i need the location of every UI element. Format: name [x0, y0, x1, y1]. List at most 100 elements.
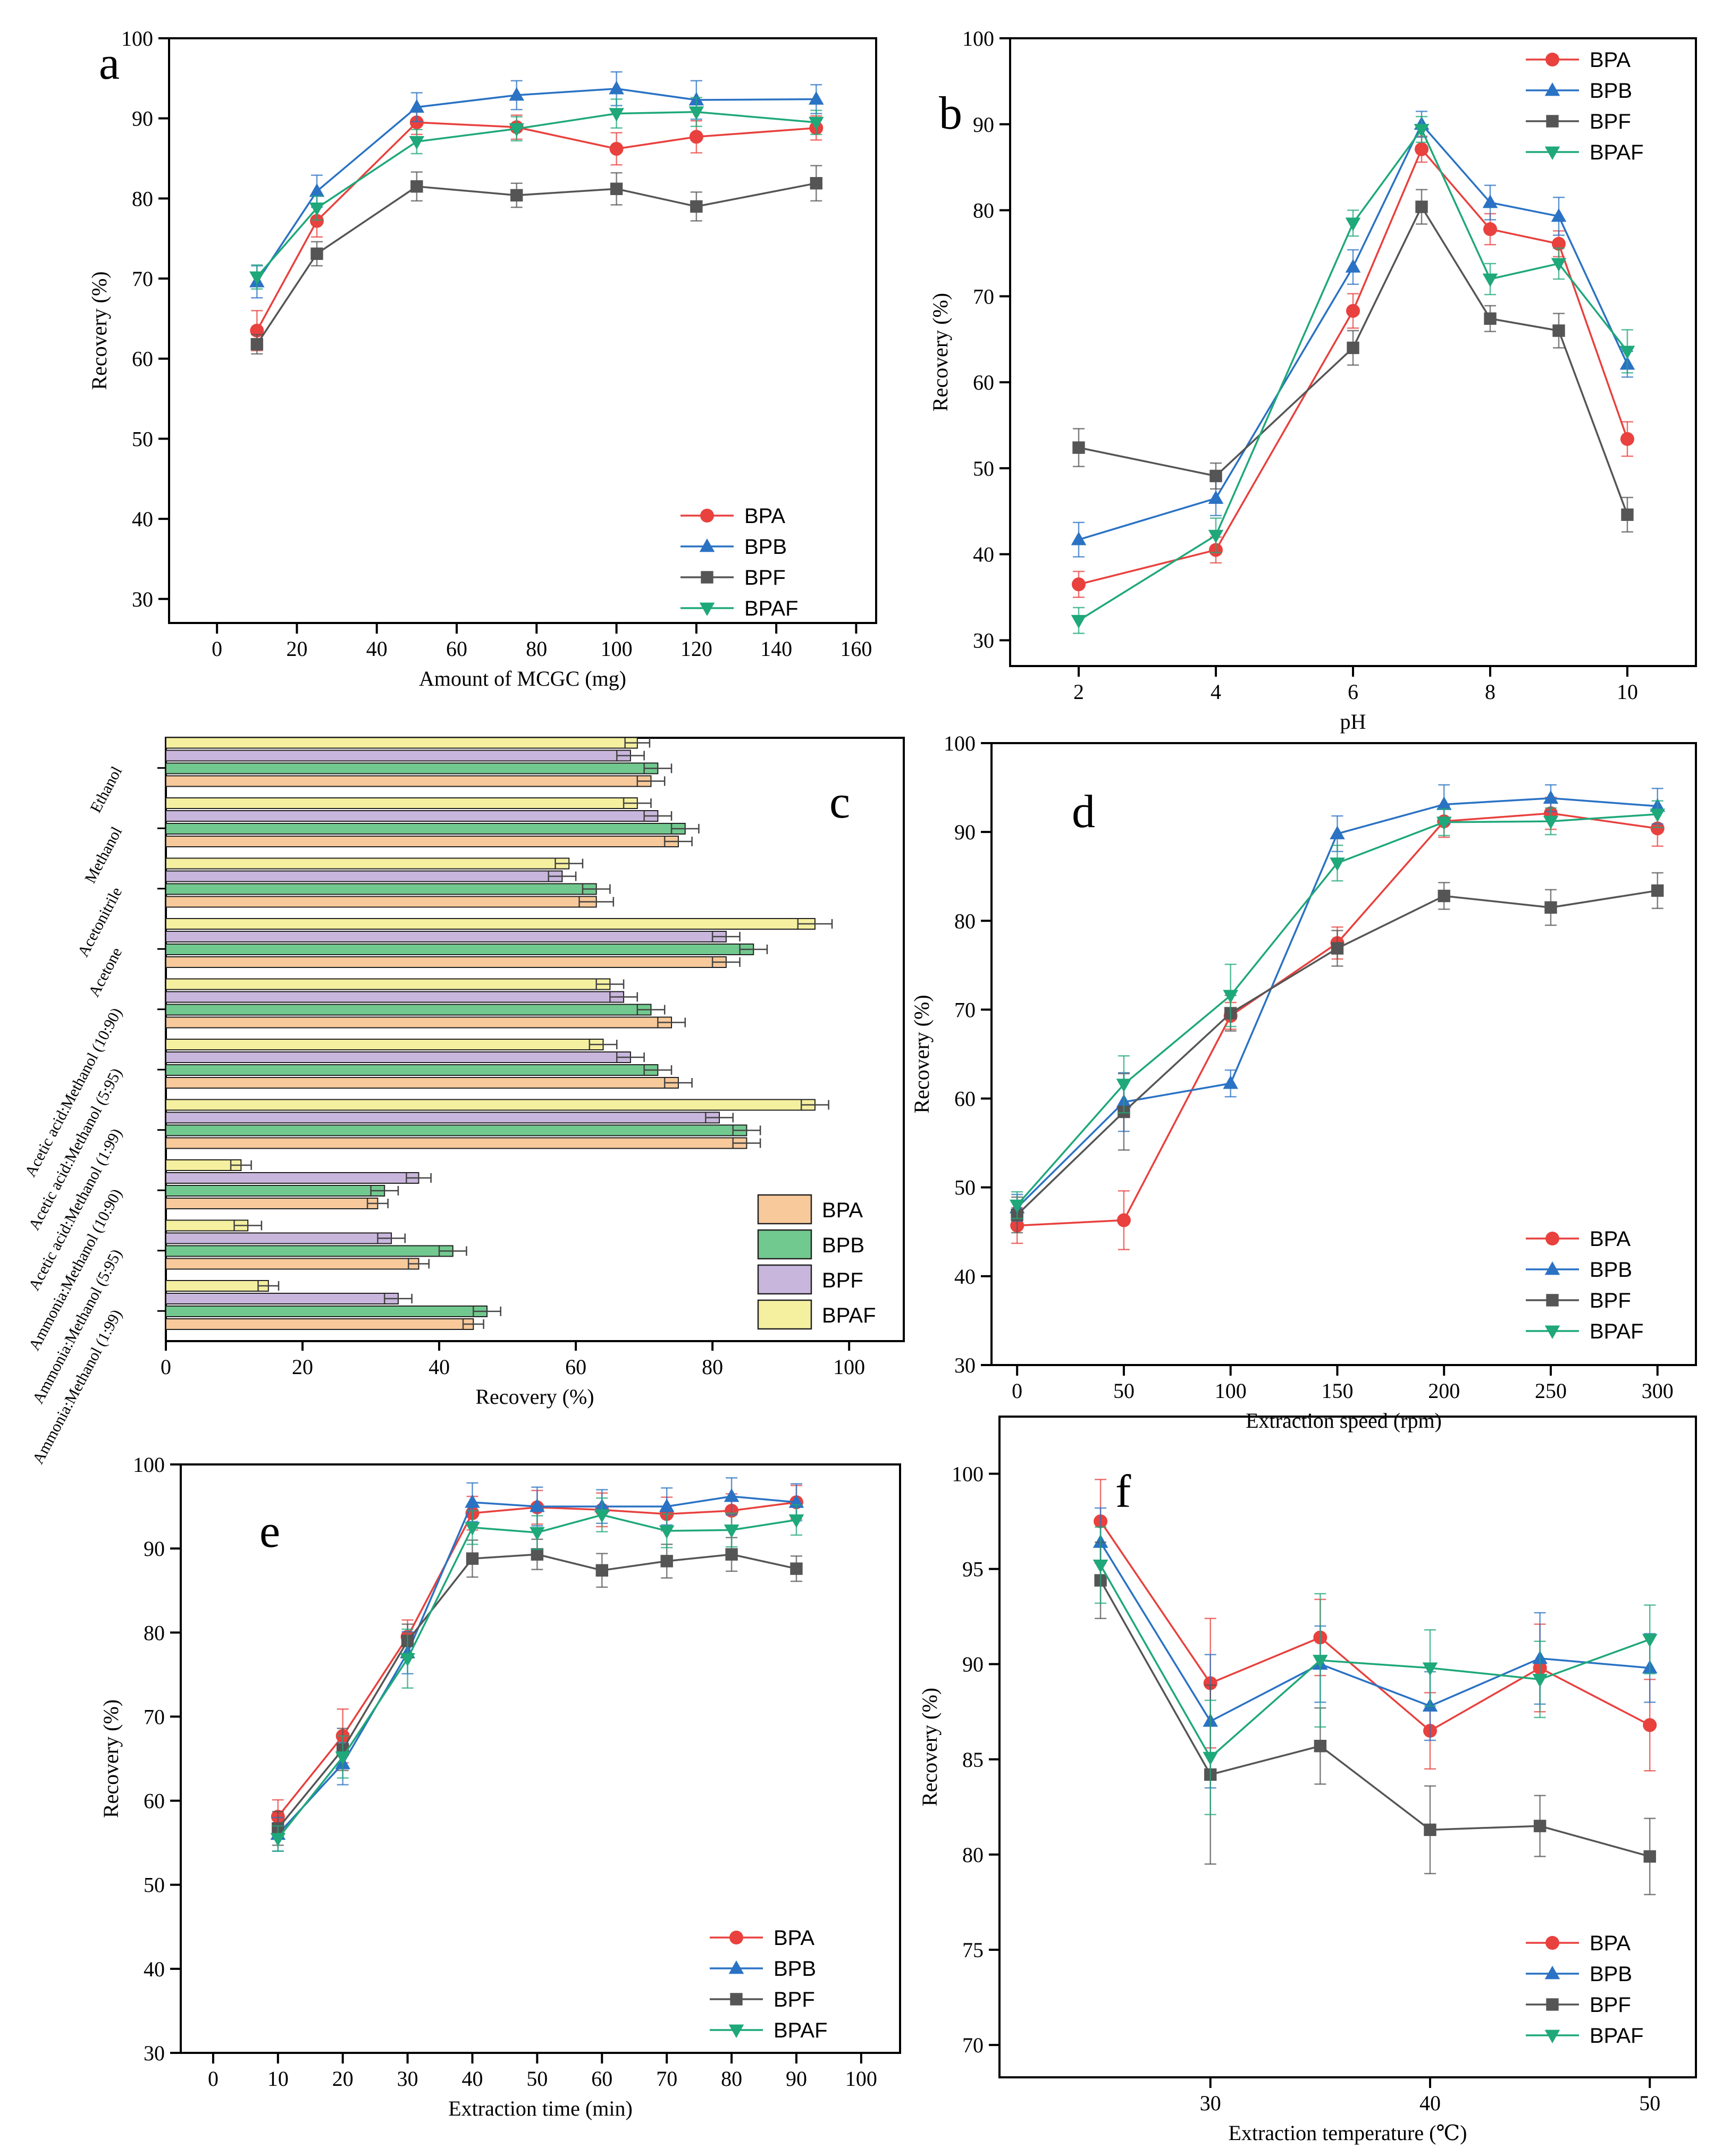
panel-label: b [939, 88, 962, 139]
bar-bpf [165, 1051, 631, 1063]
category-group [165, 857, 615, 908]
data-point [788, 1514, 804, 1528]
legend-label: BPB [744, 535, 787, 559]
data-point [609, 108, 624, 122]
x-axis-title: Amount of MCGC (mg) [419, 667, 626, 690]
bar-bpf [165, 870, 563, 882]
bar-bpaf [165, 978, 611, 990]
legend-label: BPAF [1590, 2024, 1644, 2048]
data-point [409, 115, 424, 130]
bar-bpf [165, 749, 631, 762]
bar-bpa [165, 1016, 673, 1029]
data-point [790, 1562, 803, 1575]
legend-marker [729, 1931, 743, 1944]
data-point [1642, 1633, 1658, 1648]
y-tick-label: 70 [144, 1705, 165, 1729]
legend-label: BPAF [744, 597, 799, 620]
y-tick-label: 90 [962, 1653, 984, 1677]
x-tick-label: 8 [1485, 680, 1495, 704]
data-point [1552, 324, 1565, 337]
y-tick-label: 100 [962, 27, 994, 50]
x-tick-label: 100 [1215, 1379, 1247, 1403]
legend-label: BPA [822, 1199, 863, 1222]
legend-marker [1545, 1936, 1559, 1950]
data-point [1532, 1673, 1548, 1688]
data-point [1620, 432, 1634, 446]
data-point [1424, 1823, 1436, 1837]
x-tick-label: 20 [292, 1355, 313, 1379]
x-tick-label: 0 [1012, 1379, 1022, 1403]
data-point [400, 1653, 415, 1667]
category-label: Methanol [81, 824, 125, 886]
y-tick-label: 90 [132, 107, 153, 131]
category-group [165, 1219, 467, 1270]
y-tick-label: 50 [954, 1176, 976, 1200]
legend-marker [1544, 82, 1560, 96]
y-tick-label: 30 [144, 2041, 165, 2065]
y-tick-label: 40 [132, 507, 153, 531]
data-point [690, 200, 703, 213]
x-tick-label: 120 [680, 637, 712, 661]
x-tick-label: 50 [526, 2067, 548, 2091]
y-tick-label: 100 [944, 731, 976, 755]
data-point [1436, 796, 1452, 810]
legend-swatch [757, 1194, 812, 1225]
panel-a: 0 20 40 60 80 100 120 140 160 30 40 50 60 70 80 90 100 BP… [87, 27, 877, 690]
bar-bpaf [165, 1159, 242, 1171]
data-point [410, 180, 423, 193]
legend-label: BPF [1590, 1289, 1631, 1312]
x-tick-label: 20 [286, 637, 307, 661]
data-point [531, 1548, 544, 1561]
y-tick-label: 60 [132, 347, 153, 371]
y-tick-label: 70 [132, 267, 153, 291]
bar-bpb [165, 1124, 747, 1136]
bar-bpa [165, 1077, 679, 1089]
data-point [1093, 1560, 1108, 1573]
plot-frame [990, 742, 1697, 1366]
y-tick-label: 70 [954, 998, 976, 1022]
y-tick-label: 90 [973, 113, 994, 137]
x-axis-title: Recovery (%) [475, 1385, 594, 1409]
bar-bpa [165, 1198, 379, 1209]
data-point [810, 177, 822, 190]
legend-marker [728, 2024, 744, 2038]
data-point [1071, 532, 1087, 545]
legend-marker [1546, 1294, 1559, 1307]
data-point [1543, 815, 1559, 830]
legend-label: BPB [1590, 1963, 1632, 1986]
category-label: Acetonitrile [74, 885, 125, 960]
data-point [1551, 258, 1567, 272]
plot-frame [180, 1463, 901, 2054]
panel-label: c [829, 777, 850, 828]
legend-marker [701, 571, 713, 584]
legend-marker [1544, 1966, 1560, 1980]
category-group [165, 797, 700, 847]
data-point [1414, 124, 1430, 138]
data-point [309, 203, 325, 216]
bar-bpb [165, 1306, 488, 1317]
y-tick-label: 100 [952, 1462, 984, 1486]
legend-marker [1545, 1232, 1559, 1245]
data-point [1330, 857, 1345, 871]
data-point [660, 1555, 673, 1568]
data-point [1313, 1655, 1328, 1669]
legend-swatch [757, 1299, 812, 1330]
x-tick-label: 70 [656, 2067, 677, 2091]
category-group [165, 1099, 829, 1149]
x-tick-label: 300 [1642, 1379, 1674, 1403]
panel-b: 2 4 6 8 10 30 40 50 60 70 80 90 100 BPA BPB BPF BPAF pH Re… [928, 27, 1697, 734]
x-tick-label: 0 [161, 1355, 171, 1379]
y-tick-label: 80 [144, 1621, 165, 1645]
y-tick-label: 60 [973, 370, 994, 394]
bar-bpa [165, 1137, 747, 1149]
series-line [1099, 1564, 1650, 1759]
data-point [609, 80, 624, 95]
data-point [1650, 821, 1665, 836]
x-tick-label: 160 [840, 637, 872, 661]
data-point [724, 1524, 740, 1538]
bar-bpa [165, 956, 727, 968]
data-point [1650, 809, 1666, 822]
bar-bpa [165, 1318, 474, 1330]
category-group [165, 918, 833, 968]
data-point [1116, 1079, 1132, 1092]
